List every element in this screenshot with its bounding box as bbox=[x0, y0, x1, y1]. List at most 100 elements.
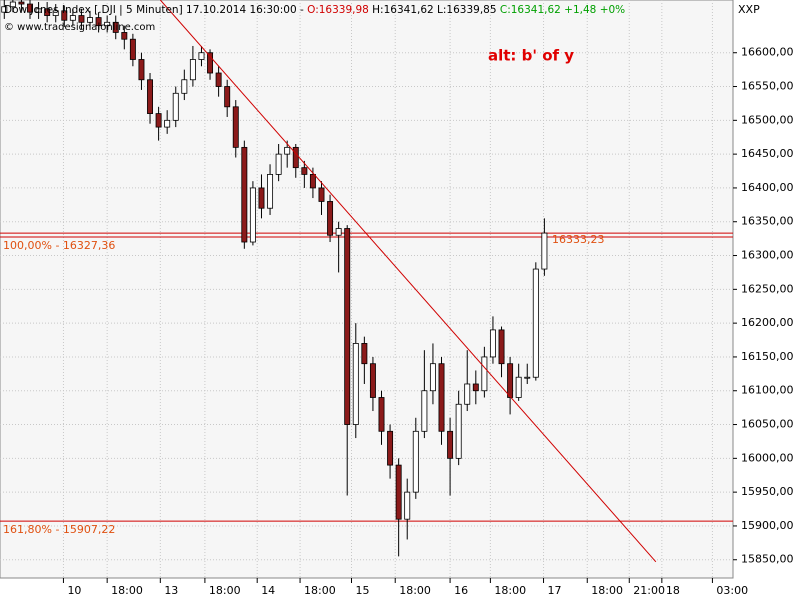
x-tick-label: 18 bbox=[666, 584, 680, 597]
candle-body bbox=[87, 17, 93, 23]
candle-body bbox=[198, 52, 205, 60]
candle-body bbox=[515, 376, 522, 398]
x-tick-label: 18:00 bbox=[591, 584, 623, 597]
x-tick-label: 18:00 bbox=[494, 584, 526, 597]
y-tick-label: 16500,00 bbox=[741, 113, 794, 126]
candle-body bbox=[344, 228, 351, 425]
y-tick-label: 16600,00 bbox=[741, 46, 794, 59]
candle-body bbox=[241, 146, 248, 243]
x-tick-label: 14 bbox=[261, 584, 275, 597]
y-tick-label: 16250,00 bbox=[741, 282, 794, 295]
header-part: Dow Jones Index [.DJI | 5 Minuten] 17.10… bbox=[4, 4, 307, 16]
x-tick-label: 16 bbox=[454, 584, 468, 597]
y-tick-label: 15950,00 bbox=[741, 485, 794, 498]
candle-body bbox=[44, 8, 51, 16]
candle-body bbox=[61, 10, 68, 21]
header: Dow Jones Index [.DJI | 5 Minuten] 17.10… bbox=[4, 4, 625, 16]
candle-body bbox=[464, 383, 471, 405]
candle-body bbox=[249, 187, 256, 243]
x-tick-label: 18:00 bbox=[304, 584, 336, 597]
header-part: H:16341,62 L:16339,85 bbox=[369, 4, 500, 16]
candle-body bbox=[69, 15, 76, 21]
candle-body bbox=[121, 32, 128, 40]
y-tick-label: 16100,00 bbox=[741, 384, 794, 397]
candle-body bbox=[309, 174, 316, 189]
x-tick-label: 13 bbox=[164, 584, 178, 597]
y-tick-label: 16350,00 bbox=[741, 215, 794, 228]
candle-body bbox=[524, 376, 531, 379]
candle-body bbox=[258, 187, 265, 209]
y-tick-label: 16000,00 bbox=[741, 451, 794, 464]
candle-body bbox=[181, 79, 188, 94]
candle-body bbox=[275, 153, 282, 175]
source: © www.tradesignalonline.com bbox=[4, 22, 155, 33]
candle-body bbox=[387, 430, 394, 466]
candle-body bbox=[498, 329, 505, 365]
candle-body bbox=[95, 17, 102, 27]
trend-line bbox=[159, 0, 657, 563]
header-part: O:16339,98 bbox=[307, 4, 369, 16]
candle-body bbox=[138, 59, 145, 81]
annotation: alt: b' of y bbox=[488, 47, 574, 65]
candle-body bbox=[147, 79, 154, 114]
candle-body bbox=[412, 430, 419, 493]
candle-body bbox=[378, 397, 385, 432]
candle-body bbox=[267, 174, 274, 209]
y-tick-label: 16450,00 bbox=[741, 147, 794, 160]
candle-body bbox=[541, 232, 548, 270]
level-label: 100,00% - 16327,36 bbox=[3, 239, 115, 252]
candle-body bbox=[352, 343, 359, 425]
candle-body bbox=[164, 119, 171, 128]
y-tick-label: 15900,00 bbox=[741, 519, 794, 532]
x-tick-label: 18:00 bbox=[209, 584, 241, 597]
candle-body bbox=[189, 59, 196, 81]
y-tick-label: 16400,00 bbox=[741, 181, 794, 194]
candle-body bbox=[1, 6, 8, 13]
x-tick-label: 15 bbox=[355, 584, 369, 597]
candle-body bbox=[215, 72, 222, 87]
header-part: C:16341,62 +1,48 +0% bbox=[500, 4, 625, 16]
candle-body bbox=[481, 356, 488, 392]
y-tick-label: 16300,00 bbox=[741, 249, 794, 262]
candle-body bbox=[18, 1, 25, 5]
candle-body bbox=[327, 201, 334, 236]
candle-body bbox=[284, 146, 291, 155]
candle-body bbox=[155, 113, 162, 128]
x-tick-label: 18:00 bbox=[399, 584, 431, 597]
last-label: 16333,23 bbox=[552, 233, 605, 246]
x-tick-label: 21:00 bbox=[633, 584, 665, 597]
candle-body bbox=[318, 187, 325, 202]
candle-body bbox=[104, 21, 111, 27]
candle-body bbox=[35, 8, 42, 13]
candle-body bbox=[112, 21, 119, 33]
candle-body bbox=[9, 1, 16, 8]
corner-label: XXP bbox=[738, 3, 760, 16]
x-tick-label: 17 bbox=[548, 584, 562, 597]
candle-body bbox=[27, 3, 33, 13]
candle-body bbox=[52, 10, 59, 16]
candle-body bbox=[292, 146, 299, 169]
candle-body bbox=[404, 491, 411, 520]
candle-body bbox=[507, 363, 514, 398]
candle-body bbox=[232, 106, 239, 148]
candle-body bbox=[447, 430, 454, 459]
candle-body bbox=[429, 363, 436, 392]
x-tick-label: 18:00 bbox=[111, 584, 143, 597]
y-tick-label: 16550,00 bbox=[741, 80, 794, 93]
candle-body bbox=[532, 268, 539, 378]
candle-body bbox=[301, 167, 308, 175]
candle-body bbox=[224, 86, 231, 108]
y-tick-label: 16150,00 bbox=[741, 350, 794, 363]
candle-body bbox=[335, 228, 342, 236]
y-tick-label: 16200,00 bbox=[741, 316, 794, 329]
candle-body bbox=[172, 92, 179, 121]
candle-body bbox=[455, 403, 462, 459]
candle-body bbox=[472, 383, 479, 392]
candle-body bbox=[395, 464, 402, 520]
candle-body bbox=[361, 343, 368, 365]
candle-body bbox=[369, 363, 376, 398]
y-tick-label: 16050,00 bbox=[741, 418, 794, 431]
level-label: 161,80% - 15907,22 bbox=[3, 523, 115, 536]
x-tick-label: 03:00 bbox=[716, 584, 748, 597]
